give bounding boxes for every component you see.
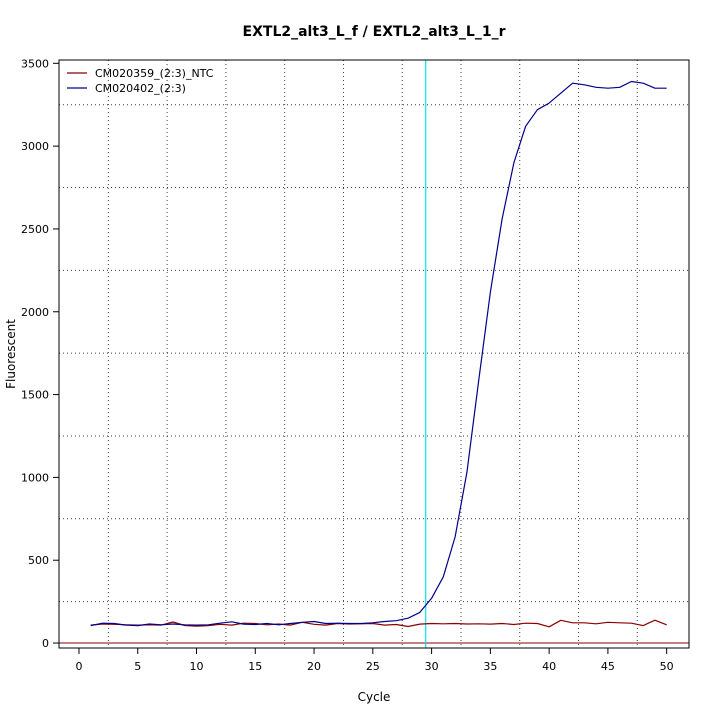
x-tick-label: 5 <box>134 660 141 673</box>
x-axis-label: Cycle <box>358 690 391 704</box>
legend: CM020359_(2:3)_NTC CM020402_(2:3) <box>67 67 214 95</box>
y-tick-label: 1500 <box>21 389 49 402</box>
y-tick-label: 0 <box>42 637 49 650</box>
y-tick-label: 2500 <box>21 223 49 236</box>
x-tick-label: 15 <box>248 660 262 673</box>
y-tick-label: 1000 <box>21 471 49 484</box>
y-axis: 0 500 1000 1500 2000 2500 3000 3500 <box>21 57 59 650</box>
series-line-2 <box>90 80 667 627</box>
x-tick-label: 25 <box>366 660 380 673</box>
legend-label-2: CM020402_(2:3) <box>95 82 186 95</box>
series-layer <box>90 80 667 628</box>
x-tick-label: 45 <box>601 660 615 673</box>
series-line-1 <box>90 619 667 628</box>
x-tick-label: 0 <box>75 660 82 673</box>
x-tick-label: 40 <box>542 660 556 673</box>
y-tick-label: 500 <box>28 554 49 567</box>
legend-label-1: CM020359_(2:3)_NTC <box>95 67 214 80</box>
y-tick-label: 3500 <box>21 57 49 70</box>
plot-frame <box>58 59 690 649</box>
x-tick-label: 10 <box>190 660 204 673</box>
x-tick-label: 50 <box>660 660 674 673</box>
y-tick-label: 3000 <box>21 140 49 153</box>
y-tick-label: 2000 <box>21 306 49 319</box>
x-tick-label: 35 <box>483 660 497 673</box>
reference-lines <box>59 60 689 648</box>
grid <box>59 60 689 648</box>
x-tick-label: 30 <box>425 660 439 673</box>
x-axis: 0 5 10 15 20 25 30 35 40 45 50 <box>75 648 674 673</box>
chart-title: EXTL2_alt3_L_f / EXTL2_alt3_L_1_r <box>243 24 506 40</box>
x-tick-label: 20 <box>307 660 321 673</box>
y-axis-label: Fluorescent <box>4 319 18 389</box>
